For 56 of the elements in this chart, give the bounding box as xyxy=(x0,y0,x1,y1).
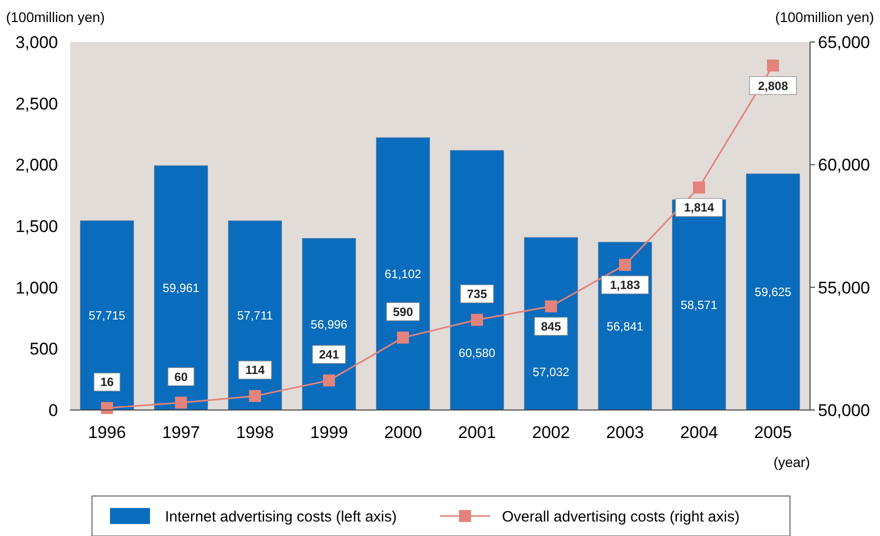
data-label: 57,715 xyxy=(88,308,126,323)
y2-tick-label: 60,000 xyxy=(818,156,870,175)
x-tick-label: 2001 xyxy=(458,423,496,442)
point xyxy=(323,374,335,386)
y2-tick-label: 55,000 xyxy=(818,278,870,298)
data-label: 735 xyxy=(466,287,488,302)
data-label: 59,625 xyxy=(754,285,792,300)
data-label: 58,571 xyxy=(680,298,718,312)
point xyxy=(619,258,631,271)
data-label: 16 xyxy=(100,375,114,390)
data-label: 61,102 xyxy=(384,267,422,282)
point xyxy=(545,300,557,312)
data-label: 60,580 xyxy=(458,346,496,360)
x-tick-label: 2003 xyxy=(606,423,644,442)
point xyxy=(397,332,409,344)
data-label: 57,711 xyxy=(237,308,274,323)
y-tick-label: 0 xyxy=(48,400,58,420)
y-tick-label: 3,000 xyxy=(15,32,58,52)
y-tick-label: 1,000 xyxy=(15,278,58,298)
data-label: 590 xyxy=(392,304,414,319)
y-tick-label: 2,500 xyxy=(15,94,58,114)
y2-tick-label: 50,000 xyxy=(818,400,870,420)
x-tick-label: 2005 xyxy=(754,423,792,442)
data-label: 1,183 xyxy=(610,278,640,292)
legend-label: Internet advertising costs (left axis) xyxy=(165,508,397,526)
data-label: 56,996 xyxy=(310,317,348,332)
y2-axis-title: (100million yen) xyxy=(775,9,874,25)
y-axis-title: (100million yen) xyxy=(6,9,105,25)
y-tick-label: 1,500 xyxy=(15,216,58,236)
x-tick-label: 2000 xyxy=(384,423,422,442)
x-tick-label: 2004 xyxy=(680,423,718,442)
data-label: 59,961 xyxy=(162,281,200,296)
y-tick-label: 500 xyxy=(30,340,58,359)
x-tick-label: 2002 xyxy=(532,423,570,442)
x-tick-label: 1997 xyxy=(162,423,200,442)
point xyxy=(471,314,483,326)
point xyxy=(249,390,261,402)
point xyxy=(175,396,187,409)
data-label: 2,808 xyxy=(758,78,788,93)
y-tick-label: 2,000 xyxy=(15,156,58,175)
y2-tick-label: 65,000 xyxy=(818,32,870,52)
data-label: 57,032 xyxy=(532,365,570,380)
data-label: 60 xyxy=(174,370,188,384)
data-label: 1,814 xyxy=(684,200,714,215)
legend-label: Overall advertising costs (right axis) xyxy=(502,508,740,526)
point xyxy=(693,181,705,194)
x-tick-label: 1998 xyxy=(236,423,274,442)
data-label: 114 xyxy=(245,363,266,378)
data-label: 56,841 xyxy=(606,319,644,334)
x-tick-label: 1999 xyxy=(310,423,348,442)
data-label: 241 xyxy=(318,348,340,362)
point xyxy=(767,60,779,72)
data-label: 845 xyxy=(540,320,562,334)
x-tick-label: 1996 xyxy=(88,423,126,442)
point xyxy=(101,402,113,414)
x-axis-title: (year) xyxy=(773,454,810,470)
